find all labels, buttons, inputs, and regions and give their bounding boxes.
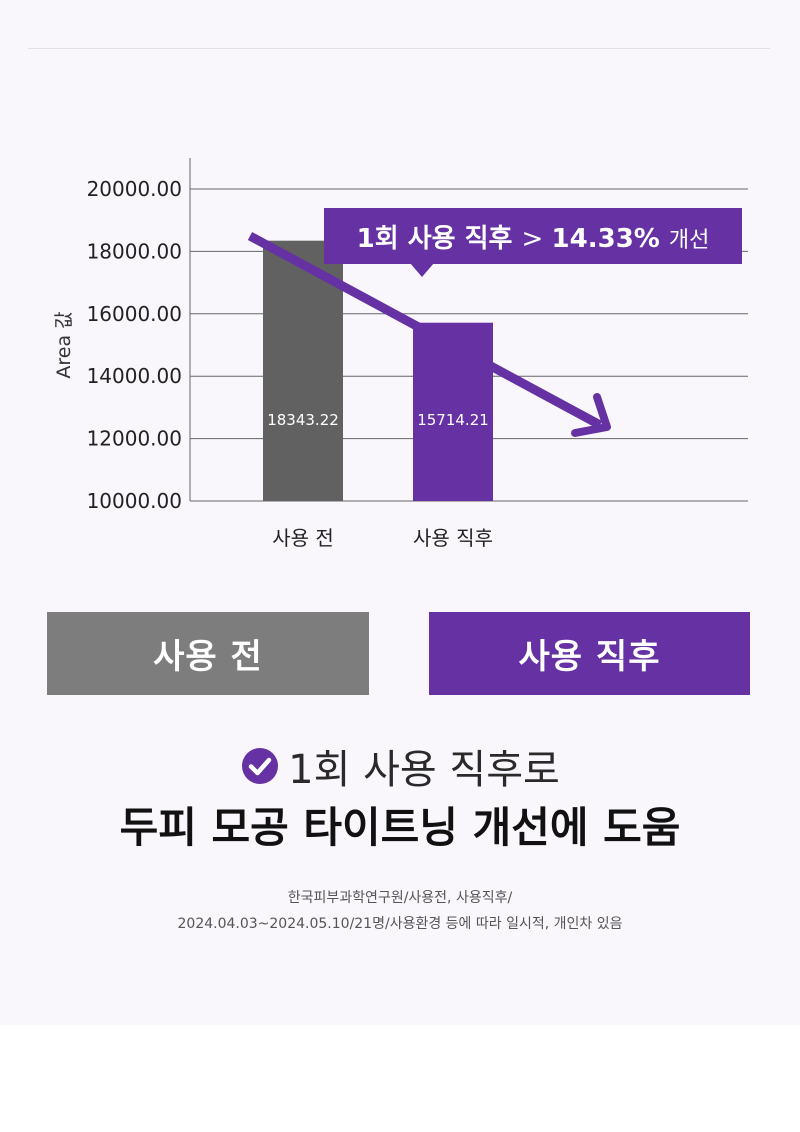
- footnote-line-1: 한국피부과학연구원/사용전, 사용직후/: [287, 890, 513, 906]
- trend-arrowhead: [571, 393, 611, 437]
- y-tick-label: 16000.00: [87, 302, 182, 326]
- check-circle-icon: [240, 746, 280, 786]
- callout-box: [324, 208, 742, 264]
- before-label-button: 사용 전: [47, 612, 369, 695]
- bar-value-label: 15714.21: [417, 411, 489, 429]
- bar-value-label: 18343.22: [267, 411, 339, 429]
- content-panel: 10000.00 12000.00 14000.00 16000.00 18000.00…: [0, 48, 800, 932]
- callout-symbol: >: [521, 224, 551, 254]
- callout-percent: 14.33%: [552, 224, 669, 254]
- x-category-label: 사용 직후: [413, 526, 493, 550]
- headline: 1회 사용 직후로: [0, 740, 800, 793]
- callout-pointer: [410, 263, 434, 277]
- sub-headline: 두피 모공 타이트닝 개선에 도움: [119, 803, 681, 852]
- y-tick-label: 12000.00: [87, 427, 182, 451]
- y-axis-title: Area 값: [53, 311, 75, 378]
- callout-suffix: 개선: [669, 228, 709, 253]
- bar: [413, 322, 493, 501]
- bar-chart: 10000.00 12000.00 14000.00 16000.00 18000.00…: [0, 140, 800, 580]
- after-label-button: 사용 직후: [429, 612, 750, 695]
- y-tick-label: 10000.00: [87, 489, 182, 513]
- trend-arrow-line: [247, 232, 603, 429]
- footnote-line-2: 2024.04.03~2024.05.10/21명/사용환경 등에 따라 일시적…: [177, 916, 623, 932]
- chart-svg: 10000.00 12000.00 14000.00 16000.00 18000.00…: [53, 158, 748, 550]
- divider: [28, 48, 770, 49]
- headline-text: 1회 사용 직후로: [288, 747, 560, 793]
- y-tick-label: 20000.00: [87, 177, 182, 201]
- callout-bold-text: 1회 사용 직후: [357, 224, 522, 254]
- y-tick-label: 14000.00: [87, 364, 182, 388]
- callout-text: 1회 사용 직후 > 14.33% 개선: [357, 224, 710, 254]
- x-category-label: 사용 전: [272, 526, 334, 550]
- y-tick-label: 18000.00: [87, 239, 182, 263]
